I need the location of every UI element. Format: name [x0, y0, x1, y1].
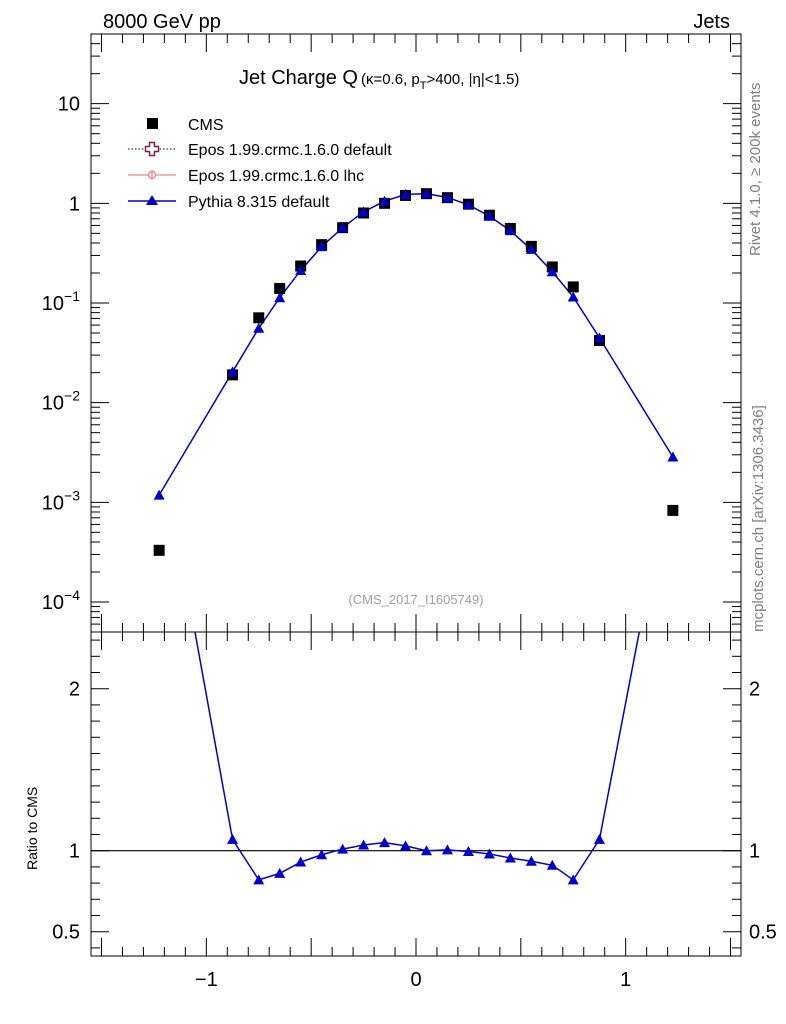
- y-tick-label-base: 10: [42, 393, 64, 415]
- y-tick-label-exp: −1: [64, 288, 80, 304]
- ratio-y-tick-label-right: 0.5: [749, 922, 777, 944]
- y-tick-label-base: 10: [42, 592, 64, 614]
- ratio-series: [154, 429, 641, 885]
- cms-point: [567, 281, 579, 293]
- ratio-point: [504, 852, 516, 863]
- ratio-point: [441, 844, 453, 855]
- legend-marker-cms: [147, 118, 158, 129]
- legend-entry-epos-lhc: Epos 1.99.crmc.1.6.0 lhc: [128, 168, 364, 185]
- analysis-watermark: (CMS_2017_I1605749): [348, 592, 483, 607]
- y-tick-label-base: 10: [42, 492, 64, 514]
- pythia-point: [462, 199, 474, 210]
- header-left: 8000 GeV pp: [103, 11, 221, 33]
- ratio-point: [154, 429, 165, 439]
- pythia-point: [400, 188, 412, 199]
- pythia-point: [358, 206, 370, 217]
- ratio-point: [546, 859, 558, 870]
- ratio-point: [379, 837, 391, 848]
- pythia-point: [379, 195, 391, 206]
- ratio-y-tick-label-right: 2: [749, 679, 760, 701]
- pythia-point: [153, 489, 165, 500]
- ratio-y-tick-label-right: 1: [749, 841, 760, 863]
- ratio-point: [295, 856, 307, 867]
- legend-label-epos-lhc: Epos 1.99.crmc.1.6.0 lhc: [188, 168, 364, 185]
- cms-point: [667, 504, 679, 516]
- ratio-ylabel: Ratio to CMS: [24, 787, 40, 870]
- chart-title-sub: T: [420, 80, 427, 92]
- y-tick-label: 10−1: [42, 288, 80, 315]
- cms-point: [153, 544, 165, 556]
- chart-title-open: (: [361, 71, 366, 88]
- ratio-point: [400, 840, 412, 851]
- cms-point: [253, 312, 265, 324]
- pythia-point: [546, 266, 558, 277]
- ratio-point: [483, 848, 495, 859]
- legend: CMS Epos 1.99.crmc.1.6.0 default Epos 1.…: [128, 117, 392, 211]
- pythia-point: [525, 243, 537, 254]
- y-tick-label-exp: −4: [64, 587, 80, 603]
- legend-label-pythia: Pythia 8.315 default: [188, 194, 330, 211]
- rivet-label: Rivet 4.1.0, ≥ 200k events: [747, 83, 764, 256]
- ratio-point: [462, 846, 474, 857]
- pythia-point: [667, 451, 679, 462]
- legend-entry-pythia: Pythia 8.315 default: [128, 194, 330, 211]
- ratio-point: [253, 874, 265, 885]
- y-tick-label-exp: −2: [64, 388, 80, 404]
- x-tick-label: 0: [410, 969, 421, 991]
- y-tick-label: 1: [69, 193, 80, 215]
- mcplots-label: mcplots.cern.ch [arXiv:1306.3436]: [750, 405, 767, 632]
- ratio-y-tick-label: 1: [69, 841, 80, 863]
- y-tick-label: 10−4: [42, 587, 80, 614]
- ratio-axes: −1 0 1 2 2 1 1 0.5 0.5: [52, 632, 777, 991]
- legend-marker-epos-default: [144, 141, 160, 157]
- pythia-point: [441, 191, 453, 202]
- pythia-point: [295, 264, 307, 275]
- y-tick-label: 10−3: [42, 487, 80, 514]
- pythia-point: [504, 225, 516, 236]
- ratio-line: [194, 632, 641, 881]
- top-series: [153, 188, 679, 556]
- x-tick-label: −1: [195, 969, 218, 991]
- ratio-panel-frame: [90, 631, 742, 957]
- ratio-point: [274, 867, 286, 878]
- legend-label-cms: CMS: [188, 117, 224, 134]
- ratio-point: [227, 833, 239, 844]
- ratio-point: [525, 855, 537, 866]
- legend-entry-cms: CMS: [147, 117, 224, 134]
- pythia-point: [593, 332, 605, 343]
- pythia-point: [227, 366, 239, 377]
- chart-title-kappa: κ=0.6, p: [366, 71, 420, 88]
- pythia-point: [483, 210, 495, 221]
- pythia-point: [420, 188, 432, 199]
- y-tick-label: 10: [58, 94, 80, 116]
- chart-title-rest: >400, |η|<1.5): [426, 71, 519, 88]
- legend-entry-epos-default: Epos 1.99.crmc.1.6.0 default: [128, 141, 392, 159]
- ratio-point: [593, 833, 605, 844]
- chart-title: Jet Charge Q (κ=0.6, pT>400, |η|<1.5): [239, 67, 519, 92]
- cms-point: [274, 282, 286, 294]
- chart-title-main: Jet Charge Q: [239, 67, 358, 89]
- ratio-point: [567, 874, 579, 885]
- ratio-y-tick-label: 2: [69, 679, 80, 701]
- ratio-y-tick-label: 0.5: [52, 922, 80, 944]
- ratio-point: [316, 849, 328, 860]
- pythia-point: [253, 322, 265, 333]
- legend-label-epos-default: Epos 1.99.crmc.1.6.0 default: [188, 142, 392, 159]
- ratio-point: [358, 839, 370, 850]
- pythia-point: [274, 292, 286, 303]
- y-tick-label-exp: −3: [64, 487, 80, 503]
- y-tick-label-base: 10: [42, 293, 64, 315]
- legend-marker-pythia: [146, 195, 158, 205]
- ratio-point: [337, 843, 349, 854]
- pythia-point: [337, 222, 349, 233]
- y-tick-label: 10−2: [42, 388, 80, 415]
- header-right: Jets: [693, 11, 730, 33]
- pythia-point: [316, 241, 328, 252]
- pythia-point: [567, 291, 579, 302]
- ratio-point: [420, 845, 432, 856]
- x-tick-label: 1: [620, 969, 631, 991]
